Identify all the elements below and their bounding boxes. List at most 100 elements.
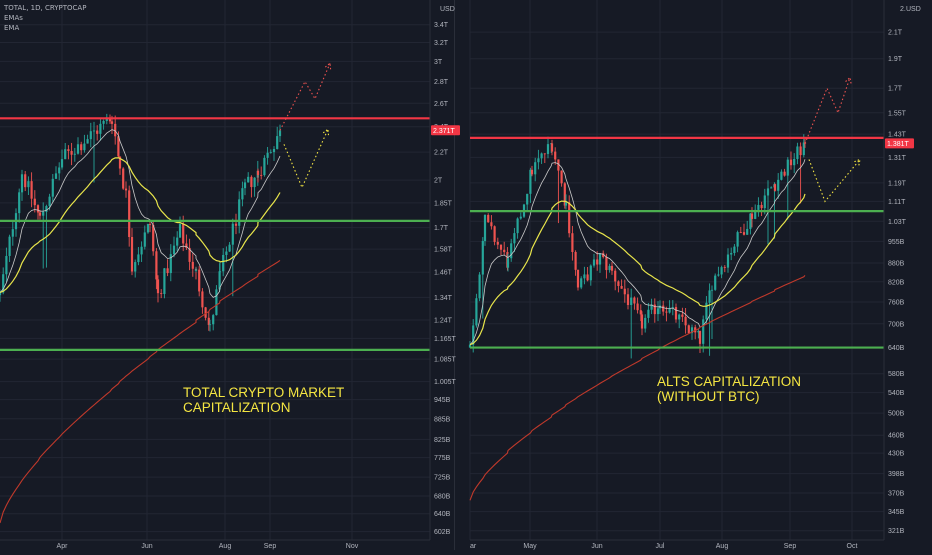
candle-body xyxy=(726,254,730,268)
candle-body xyxy=(86,139,89,144)
candle-body xyxy=(250,176,253,188)
candle-body xyxy=(33,198,36,206)
candle-body xyxy=(269,152,272,153)
candle-body xyxy=(733,246,736,254)
candle-body xyxy=(241,188,244,200)
candle-body xyxy=(746,228,749,235)
candle-body xyxy=(176,237,179,246)
candle-body xyxy=(137,254,140,263)
candle-body xyxy=(630,297,633,305)
y-tick-label: 370B xyxy=(888,491,905,498)
time-axis: Apr Jun Aug Sep Nov xyxy=(0,539,430,550)
candles xyxy=(468,134,807,359)
candle-body xyxy=(723,267,726,268)
candle-body xyxy=(687,325,690,334)
x-tick-label: Sep xyxy=(784,543,797,550)
candle-body xyxy=(178,224,182,238)
y-tick-label: 460B xyxy=(888,433,905,440)
candle-body xyxy=(717,274,720,276)
candle-body xyxy=(568,202,571,234)
candle-body xyxy=(472,325,475,345)
candle-body xyxy=(163,268,166,294)
x-tick-label: Jul xyxy=(656,543,665,550)
candle-body xyxy=(80,144,83,151)
candle-body xyxy=(487,214,490,223)
candle-body xyxy=(602,253,605,257)
last-price-label: 2.371T xyxy=(433,128,456,135)
candle-body xyxy=(118,156,122,169)
candle-body xyxy=(24,174,27,188)
candle-body xyxy=(0,292,2,296)
candle-body xyxy=(54,173,58,179)
candle-body xyxy=(506,258,510,268)
x-tick-label: Sep xyxy=(264,543,277,550)
candle-body xyxy=(483,214,487,242)
y-tick-label: 1.9T xyxy=(888,56,903,63)
candle-body xyxy=(266,152,269,158)
candle-body xyxy=(231,223,234,245)
symbol-line[interactable]: TOTAL, 1D, CRYPTOCAP xyxy=(4,4,87,12)
candle-body xyxy=(702,319,705,344)
candle-body xyxy=(238,199,241,226)
candle-body xyxy=(218,271,221,290)
indicator-ema-label[interactable]: EMA xyxy=(4,24,20,32)
candle-body xyxy=(796,146,799,159)
candle-body xyxy=(574,251,577,270)
candle-body xyxy=(263,157,266,176)
y-tick-label: 580B xyxy=(888,371,905,378)
candle-body xyxy=(714,275,717,290)
candle-body xyxy=(172,245,176,255)
candle-body xyxy=(633,297,636,304)
y-tick-label: 820B xyxy=(888,279,905,286)
candle-body xyxy=(208,324,212,326)
y-tick-label: 1.03T xyxy=(888,219,907,226)
candle-body xyxy=(155,251,158,280)
candle-body xyxy=(639,310,642,315)
y-tick-label: 1.165T xyxy=(434,336,457,343)
candle-body xyxy=(571,233,574,252)
candle-body xyxy=(243,182,247,189)
candle-body xyxy=(156,279,160,294)
candle-body xyxy=(222,254,225,272)
y-tick-label: 2.8T xyxy=(434,79,449,86)
candle-body xyxy=(490,222,493,227)
candle-body xyxy=(736,232,739,247)
candle-body xyxy=(92,130,96,132)
candle-body xyxy=(650,304,653,310)
candle-body xyxy=(260,174,263,176)
candle-body xyxy=(45,206,48,212)
y-tick-label: 3.4T xyxy=(434,22,449,29)
candle-body xyxy=(739,232,742,233)
candles xyxy=(0,113,282,332)
candle-body xyxy=(626,294,630,305)
candle-body xyxy=(18,192,21,214)
candle-body xyxy=(201,291,204,308)
candle-body xyxy=(592,259,596,266)
indicator-emas-label[interactable]: EMAs xyxy=(4,14,23,22)
candle-body xyxy=(580,278,583,288)
candle-body xyxy=(546,144,550,154)
annotation-line-1: TOTAL CRYPTO MARKET xyxy=(183,385,344,400)
candle-body xyxy=(67,149,70,151)
candle-body xyxy=(218,271,222,273)
candle-body xyxy=(540,153,543,159)
candle-body xyxy=(160,293,163,294)
x-tick-label: Nov xyxy=(346,543,359,550)
x-tick-label: Aug xyxy=(219,543,232,550)
candle-body xyxy=(64,149,67,160)
candle-body xyxy=(256,170,260,175)
last-price-label: 1.381T xyxy=(887,141,910,148)
last-price-bg xyxy=(431,125,460,136)
candle-body xyxy=(720,267,723,275)
time-axis: ar May Jun Jul Aug Sep Oct xyxy=(470,539,884,550)
x-tick-label: ar xyxy=(470,543,477,550)
candle-body xyxy=(519,216,522,219)
y-tick-label: 1.7T xyxy=(888,86,903,93)
candle-body xyxy=(143,232,146,247)
candle-body xyxy=(38,212,42,216)
candle-body xyxy=(770,187,773,189)
candle-body xyxy=(228,244,231,252)
candle-body xyxy=(194,269,198,271)
